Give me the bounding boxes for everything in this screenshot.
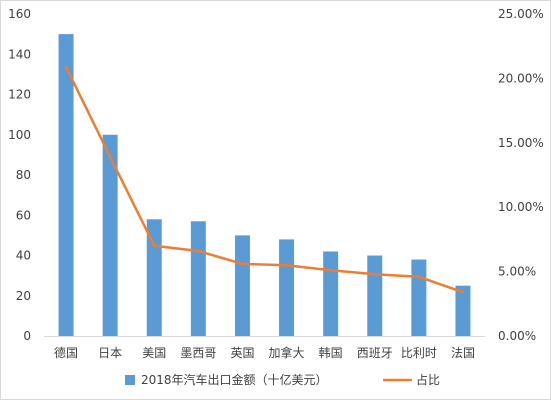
x-tick-label: 加拿大 xyxy=(269,345,305,360)
y-left-tick-label: 100 xyxy=(8,128,31,142)
y-left-tick-label: 40 xyxy=(16,249,31,263)
bar xyxy=(411,259,427,336)
legend-line-label: 占比 xyxy=(416,372,440,387)
bar xyxy=(323,251,339,336)
x-tick-label: 墨西哥 xyxy=(180,346,216,360)
y-axis-left: 0 20 40 60 80 100 120 140 160 xyxy=(8,7,31,343)
y-right-tick-label: 0.00% xyxy=(498,329,536,343)
legend-bar-label: 2018年汽车出口金额（十亿美元） xyxy=(141,372,328,387)
bar xyxy=(367,255,383,336)
x-tick-label: 日本 xyxy=(98,346,122,360)
bar xyxy=(190,221,206,336)
y-left-tick-label: 160 xyxy=(8,7,31,21)
bar xyxy=(146,219,162,336)
x-tick-label: 美国 xyxy=(142,346,166,360)
x-tick-label: 英国 xyxy=(230,346,254,360)
x-axis: 德国 日本 美国 墨西哥 英国 加拿大 韩国 西班牙 比利时 法国 xyxy=(54,345,475,360)
y-right-tick-label: 25.00% xyxy=(498,7,544,21)
bar xyxy=(455,285,471,336)
x-tick-label: 韩国 xyxy=(319,345,343,360)
bar xyxy=(58,34,74,336)
x-tick-label: 德国 xyxy=(54,345,78,360)
y-right-tick-label: 20.00% xyxy=(498,71,544,85)
y-right-tick-label: 15.00% xyxy=(498,136,544,150)
y-right-tick-label: 10.00% xyxy=(498,200,544,214)
y-left-tick-label: 60 xyxy=(16,208,31,222)
x-tick-label: 比利时 xyxy=(401,346,437,360)
y-left-tick-label: 140 xyxy=(8,47,31,61)
bar xyxy=(102,134,118,336)
y-axis-right: 0.00% 5.00% 10.00% 15.00% 20.00% 25.00% xyxy=(498,7,544,343)
y-right-tick-label: 5.00% xyxy=(498,265,536,279)
x-tick-label: 西班牙 xyxy=(357,346,393,360)
bar xyxy=(234,235,250,336)
legend: 2018年汽车出口金额（十亿美元） 占比 xyxy=(125,372,440,387)
line-series-group xyxy=(64,65,465,294)
bar xyxy=(279,239,295,336)
y-left-tick-label: 80 xyxy=(16,168,31,182)
y-left-tick-label: 20 xyxy=(16,289,31,303)
legend-bar-swatch xyxy=(125,375,135,385)
x-tick-label: 法国 xyxy=(451,346,475,360)
y-left-tick-label: 120 xyxy=(8,88,31,102)
y-left-tick-label: 0 xyxy=(23,329,31,343)
share-line xyxy=(64,65,465,294)
